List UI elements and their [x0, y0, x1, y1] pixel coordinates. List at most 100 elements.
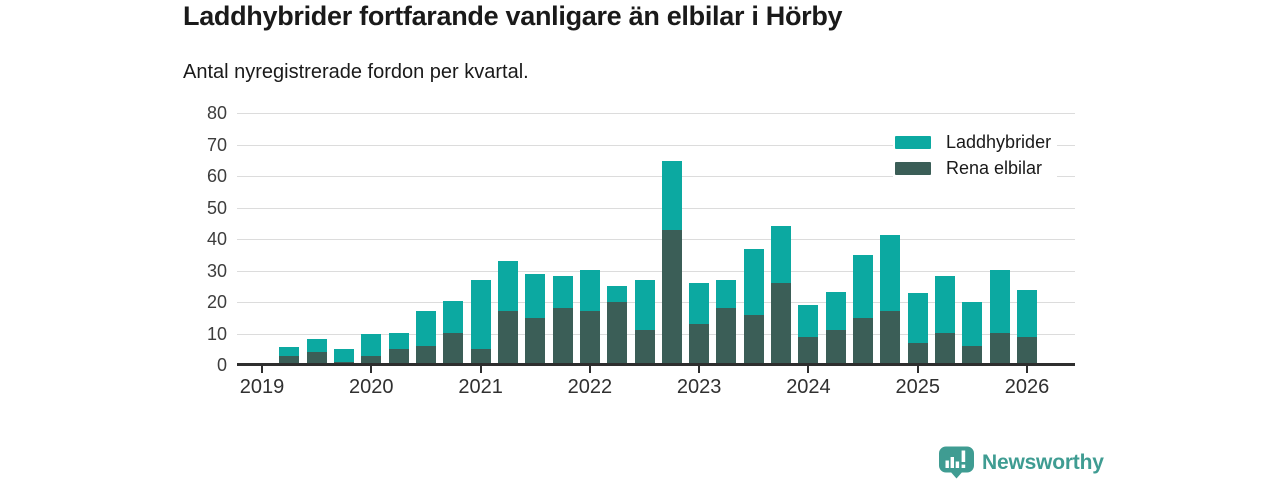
- x-axis-year-label-2022: 2022: [567, 376, 613, 398]
- gridline-50: [237, 207, 1075, 209]
- bar-2024-Q1-laddhybrider: [798, 305, 819, 337]
- newsworthy-chart-bubble-icon: [939, 446, 974, 479]
- x-axis-year-label-2020: 2020: [349, 376, 394, 398]
- gridline-20: [237, 302, 1075, 303]
- y-axis-label-40: 40: [206, 229, 227, 249]
- x-axis-tick-2025: [916, 366, 919, 373]
- bar-2024-Q1-rena-elbilar: [798, 337, 819, 365]
- bar-2023-Q2-rena-elbilar: [716, 308, 737, 365]
- bar-2023-Q4-laddhybrider: [771, 226, 792, 283]
- chart-subtitle: Antal nyregistrerade fordon per kvartal.: [183, 61, 529, 83]
- bar-2021-Q1-laddhybrider: [470, 280, 491, 349]
- bar-2023-Q1-rena-elbilar: [689, 324, 710, 365]
- legend-swatch-laddhybrider: [895, 135, 931, 149]
- x-axis-tick-2024: [807, 366, 810, 373]
- bar-2021-Q4-laddhybrider: [552, 276, 573, 308]
- bar-2022-Q2-rena-elbilar: [607, 302, 628, 365]
- x-axis-tick-2020: [370, 366, 373, 373]
- x-axis-year-label-2026: 2026: [1004, 376, 1050, 398]
- x-axis-tick-2021: [479, 366, 482, 373]
- bar-2020-Q3-rena-elbilar: [415, 346, 436, 365]
- bar-2022-Q2-laddhybrider: [607, 286, 628, 302]
- y-axis-label-10: 10: [206, 323, 227, 344]
- bar-2019-Q2-laddhybrider: [279, 347, 300, 356]
- y-axis-label-80: 80: [206, 103, 227, 123]
- bar-2023-Q4-rena-elbilar: [771, 283, 792, 365]
- y-axis-label-30: 30: [206, 260, 227, 281]
- bar-2022-Q4-laddhybrider: [661, 161, 682, 230]
- bar-2022-Q1-laddhybrider: [579, 270, 600, 311]
- bar-2023-Q2-laddhybrider: [716, 280, 737, 308]
- bar-2025-Q4-laddhybrider: [989, 270, 1010, 333]
- gridline-80: [237, 113, 1075, 114]
- bar-2021-Q2-laddhybrider: [497, 261, 518, 311]
- bar-2020-Q1-rena-elbilar: [361, 356, 382, 365]
- x-axis-tick-2023: [698, 366, 701, 373]
- gridline-60: [237, 176, 1075, 177]
- bar-2022-Q3-laddhybrider: [634, 280, 655, 330]
- legend-swatch-rena-elbilar: [895, 161, 931, 175]
- x-axis-year-label-2023: 2023: [676, 376, 722, 398]
- bar-2020-Q2-laddhybrider: [388, 333, 409, 349]
- bar-2023-Q1-laddhybrider: [689, 283, 710, 324]
- bar-2025-Q2-rena-elbilar: [935, 333, 956, 365]
- x-axis-year-label-2025: 2025: [895, 376, 940, 398]
- bar-2025-Q2-laddhybrider: [935, 276, 956, 333]
- bar-2020-Q2-rena-elbilar: [388, 349, 409, 365]
- gridline-70: [237, 144, 1075, 146]
- y-axis-label-50: 50: [206, 197, 227, 218]
- legend-label-laddhybrider: Laddhybrider: [946, 131, 1052, 152]
- y-axis-label-70: 70: [206, 134, 227, 155]
- bar-2024-Q4-laddhybrider: [880, 235, 901, 311]
- bar-2020-Q4-rena-elbilar: [443, 333, 464, 365]
- bar-2019-Q3-laddhybrider: [306, 339, 327, 352]
- bar-2019-Q4-laddhybrider: [333, 349, 354, 362]
- bar-2022-Q4-rena-elbilar: [661, 230, 682, 365]
- y-axis-label-60: 60: [206, 166, 227, 186]
- bar-2024-Q3-rena-elbilar: [853, 318, 874, 365]
- bar-2021-Q3-rena-elbilar: [525, 318, 546, 365]
- x-axis-year-label-2019: 2019: [239, 376, 285, 398]
- bar-2021-Q3-laddhybrider: [525, 274, 546, 318]
- bar-2023-Q3-laddhybrider: [743, 249, 764, 315]
- bar-2023-Q3-rena-elbilar: [743, 315, 764, 365]
- bar-2021-Q2-rena-elbilar: [497, 311, 518, 365]
- bar-2024-Q3-laddhybrider: [853, 255, 874, 318]
- gridline-10: [237, 333, 1075, 335]
- bar-2026-Q1-rena-elbilar: [1017, 337, 1038, 365]
- bar-2019-Q3-rena-elbilar: [306, 352, 327, 365]
- bar-2021-Q4-rena-elbilar: [552, 308, 573, 365]
- newsworthy-wordmark: Newsworthy: [982, 450, 1104, 474]
- x-axis-line: [237, 363, 1075, 366]
- bar-2025-Q3-laddhybrider: [962, 302, 983, 346]
- legend-label-rena-elbilar: Rena elbilar: [946, 157, 1043, 178]
- bar-2024-Q4-rena-elbilar: [880, 311, 901, 365]
- gridline-40: [237, 239, 1075, 240]
- bar-2024-Q2-rena-elbilar: [825, 330, 846, 365]
- bar-2019-Q2-rena-elbilar: [279, 356, 300, 365]
- bar-2026-Q1-laddhybrider: [1017, 290, 1038, 337]
- bar-2021-Q1-rena-elbilar: [470, 349, 491, 365]
- y-axis-label-0: 0: [216, 355, 227, 375]
- x-axis-tick-2026: [1026, 366, 1029, 373]
- chart-title: Laddhybrider fortfarande vanligare än el…: [183, 1, 843, 31]
- x-axis-tick-2019: [261, 366, 263, 373]
- bar-2025-Q3-rena-elbilar: [962, 346, 983, 365]
- x-axis-year-label-2021: 2021: [458, 376, 503, 398]
- bar-2022-Q3-rena-elbilar: [634, 330, 655, 365]
- gridline-30: [237, 270, 1075, 272]
- bar-2025-Q1-rena-elbilar: [907, 343, 928, 365]
- newsworthy-logo: Newsworthy: [938, 446, 1104, 479]
- legend-item-rena-elbilar: Rena elbilar: [895, 157, 1051, 179]
- bar-2020-Q1-laddhybrider: [361, 334, 382, 356]
- chart-legend: Laddhybrider Rena elbilar: [893, 129, 1058, 181]
- bar-2020-Q4-laddhybrider: [443, 301, 464, 333]
- y-axis-label-20: 20: [206, 292, 227, 312]
- bar-2024-Q2-laddhybrider: [825, 292, 846, 330]
- x-axis-tick-2022: [588, 366, 591, 373]
- bar-2025-Q1-laddhybrider: [907, 293, 928, 343]
- bar-2022-Q1-rena-elbilar: [579, 311, 600, 365]
- bar-2020-Q3-laddhybrider: [415, 311, 436, 346]
- x-axis-year-label-2024: 2024: [786, 376, 831, 398]
